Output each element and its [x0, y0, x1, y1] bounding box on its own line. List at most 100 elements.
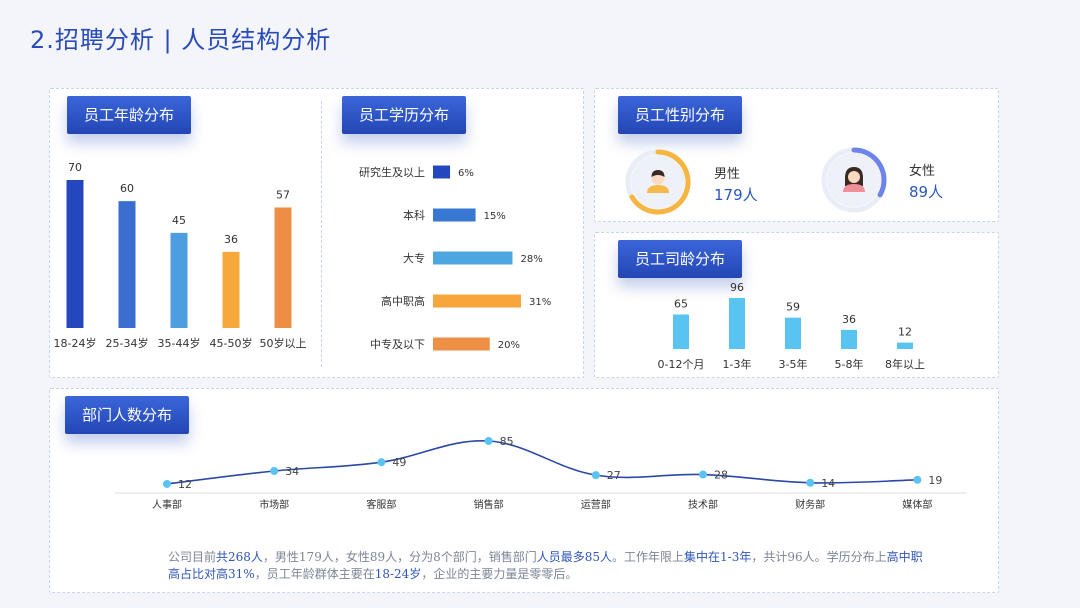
department-chart: 12 人事部 34 市场部 49 客服部 85 销售部 27 运营部 28 技术部 14 财务部 19 媒体部 [115, 435, 967, 511]
department-category-label: 财务部 [795, 498, 825, 511]
department-line [166, 440, 918, 485]
education-value-label: 28% [520, 254, 542, 265]
age-bar [170, 232, 188, 328]
department-value-label: 28 [714, 469, 728, 482]
summary-text: 公司目前共268人，男性179人，女性89人，分为8个部门，销售部门人员最多85… [168, 549, 928, 583]
male-ring [629, 149, 691, 215]
gender-section-title: 员工性别分布 [618, 96, 743, 134]
tenure-chart: 65 0-12个月 96 1-3年 59 3-5年 36 5-8年 12 8年以上 [658, 281, 925, 371]
education-value-label: 6% [458, 168, 474, 179]
department-category-label: 客服部 [366, 498, 396, 511]
age-category-label: 18-24岁 [54, 336, 97, 350]
tenure-value-label: 59 [786, 301, 800, 314]
summary-fragment: ，员工年龄群体主要在 [254, 567, 375, 581]
education-category-label: 高中职高 [381, 294, 425, 308]
age-category-label: 50岁以上 [260, 336, 307, 350]
education-bar [433, 251, 513, 265]
education-value-label: 31% [529, 297, 551, 308]
tenure-value-label: 96 [730, 281, 744, 294]
education-bar [433, 294, 521, 308]
age-bar [222, 251, 240, 328]
department-point [163, 479, 171, 488]
tenure-bar [673, 314, 689, 349]
age-category-label: 45-50岁 [210, 336, 253, 350]
tenure-value-label: 65 [674, 297, 688, 310]
summary-highlight: 18-24岁 [374, 567, 422, 581]
department-category-label: 运营部 [581, 498, 611, 511]
summary-fragment: ，企业的主要力量是零零后。 [421, 567, 578, 581]
age-bar [66, 180, 84, 328]
age-category-label: 25-34岁 [106, 336, 149, 350]
age-education-panel [49, 88, 584, 378]
education-section-title: 员工学历分布 [342, 96, 467, 134]
age-section-title: 员工年龄分布 [67, 96, 192, 134]
department-panel [49, 388, 999, 593]
education-value-label: 20% [498, 340, 520, 351]
department-point [806, 478, 815, 487]
department-point [270, 467, 279, 475]
summary-fragment: 。工作年限上 [612, 550, 685, 564]
summary-fragment: 公司目前 [168, 550, 217, 564]
education-bar [433, 337, 490, 351]
education-category-label: 大专 [403, 251, 425, 265]
education-category-label: 本科 [403, 208, 425, 222]
department-point [699, 470, 707, 479]
female-count: 89人 [909, 183, 944, 201]
department-category-label: 人事部 [152, 498, 182, 511]
tenure-bar [729, 298, 745, 349]
department-category-label: 销售部 [474, 498, 504, 511]
panel-divider [321, 101, 322, 367]
department-category-label: 技术部 [688, 498, 718, 511]
tenure-category-label: 8年以上 [885, 357, 925, 371]
summary-fragment: ，共计96人。学历分布上 [751, 550, 887, 564]
department-value-label: 85 [500, 435, 514, 448]
male-avatar-icon [647, 170, 669, 193]
tenure-section-title: 员工司龄分布 [618, 240, 743, 278]
tenure-category-label: 3-5年 [779, 357, 808, 371]
age-bar [118, 201, 136, 328]
summary-highlight: 共268人 [216, 550, 263, 564]
male-label: 男性 [714, 167, 741, 182]
education-chart: 研究生及以上 6% 本科 15% 大专 28% 高中职高 31% 中专及以下 20% [359, 165, 551, 351]
female-label: 女性 [909, 164, 936, 179]
age-value-label: 60 [120, 182, 134, 195]
gender-rings [625, 147, 887, 215]
department-value-label: 27 [607, 469, 621, 482]
age-category-label: 35-44岁 [158, 336, 201, 350]
department-section-title: 部门人数分布 [65, 396, 190, 434]
age-value-label: 70 [68, 161, 82, 174]
tenure-bar [785, 317, 801, 349]
department-point [484, 437, 493, 445]
education-bar [433, 208, 476, 222]
department-point [913, 475, 922, 484]
age-bar [274, 207, 292, 328]
education-bar [433, 165, 451, 179]
department-category-label: 市场部 [259, 498, 289, 511]
summary-highlight: 人员最多85人 [536, 550, 613, 564]
female-ring [851, 147, 887, 198]
tenure-bar [897, 342, 913, 349]
department-point [377, 458, 386, 467]
page-title: 2.招聘分析 | 人员结构分析 [30, 26, 332, 54]
education-value-label: 15% [484, 211, 506, 222]
department-value-label: 19 [928, 474, 942, 487]
summary-highlight: 集中在1-3年 [684, 550, 752, 564]
female-avatar-icon [843, 167, 865, 192]
summary-fragment: ，男性179人，女性89人，分为8个部门，销售部门 [262, 550, 537, 564]
age-value-label: 57 [276, 188, 290, 201]
department-value-label: 12 [178, 478, 192, 491]
age-chart: 70 18-24岁 60 25-34岁 45 35-44岁 36 45-50岁 57 50岁以上 [54, 161, 307, 350]
tenure-category-label: 0-12个月 [658, 358, 705, 371]
department-value-label: 14 [821, 477, 835, 490]
tenure-bar [841, 329, 857, 349]
department-value-label: 49 [392, 456, 406, 469]
department-value-label: 34 [285, 465, 299, 478]
summary-highlight: 高中职高占比对高31% [168, 550, 923, 581]
department-category-label: 媒体部 [902, 498, 932, 511]
tenure-category-label: 5-8年 [835, 357, 864, 371]
education-category-label: 研究生及以上 [359, 165, 425, 179]
age-value-label: 45 [172, 214, 186, 227]
education-category-label: 中专及以下 [370, 337, 425, 351]
male-count: 179人 [714, 186, 758, 204]
tenure-value-label: 12 [898, 326, 912, 339]
